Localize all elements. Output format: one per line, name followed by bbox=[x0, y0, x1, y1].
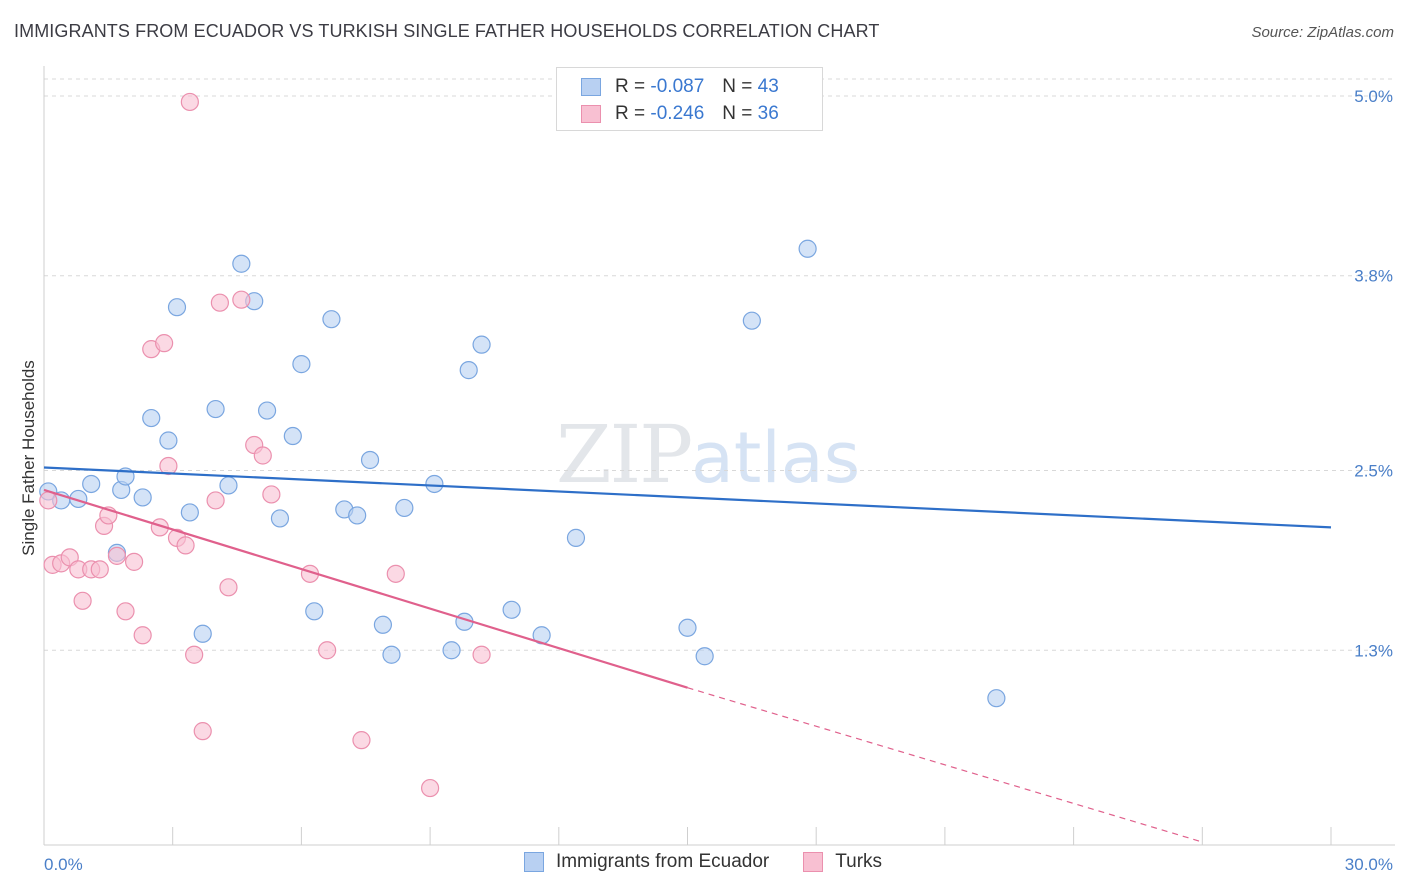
turks-point bbox=[232, 290, 251, 309]
turks-point bbox=[116, 602, 135, 621]
ecuador-point bbox=[305, 602, 324, 621]
ecuador-point bbox=[987, 689, 1006, 708]
y-axis-label: Single Father Households bbox=[19, 360, 38, 556]
legend-swatch-ecuador bbox=[581, 78, 601, 96]
ecuador-point bbox=[472, 335, 491, 354]
turks-point bbox=[124, 552, 144, 571]
y-tick-label: 2.5% bbox=[1354, 461, 1393, 480]
turks-point bbox=[472, 645, 491, 664]
series-legend-ecuador: Immigrants from Ecuador bbox=[523, 851, 770, 873]
ecuador-point bbox=[133, 488, 152, 507]
ecuador-point bbox=[232, 254, 251, 273]
ecuador-point bbox=[82, 474, 101, 494]
turks-point bbox=[73, 591, 92, 610]
data-points bbox=[39, 92, 1006, 798]
ecuador-point bbox=[678, 618, 697, 637]
ecuador-point bbox=[442, 641, 461, 660]
series-swatch-ecuador bbox=[523, 852, 544, 872]
turks-point bbox=[185, 645, 204, 664]
x-tick-label: 30.0% bbox=[1345, 855, 1393, 874]
ecuador-point bbox=[742, 311, 761, 330]
turks-point bbox=[253, 446, 272, 465]
tick-labels: 1.3% 2.5% 3.8% 5.0% 0.0% 30.0% bbox=[44, 87, 1393, 874]
turks-point bbox=[176, 536, 195, 555]
turks-point bbox=[352, 731, 371, 750]
turks-point bbox=[39, 491, 58, 510]
legend-r-label: R = bbox=[615, 76, 646, 97]
turks-point bbox=[219, 578, 238, 597]
turks-point bbox=[107, 546, 127, 565]
grid-lines bbox=[44, 78, 1395, 651]
legend-r-value: -0.246 bbox=[650, 103, 705, 124]
series-name-turks: Turks bbox=[835, 851, 883, 872]
y-tick-label: 3.8% bbox=[1354, 267, 1393, 286]
ecuador-point bbox=[270, 509, 290, 528]
ecuador-point bbox=[167, 298, 187, 317]
legend-n-label: N = bbox=[722, 76, 753, 97]
stats-legend: R = -0.087 N = 43 R = -0.246 N = 36 bbox=[556, 67, 823, 131]
ecuador-trend-line bbox=[43, 466, 1332, 529]
turks-point bbox=[159, 456, 178, 476]
ecuador-point bbox=[798, 239, 817, 258]
axes bbox=[43, 66, 1395, 846]
ecuador-point bbox=[159, 431, 178, 450]
turks-point bbox=[133, 626, 152, 645]
watermark: ZIPatlas bbox=[556, 408, 860, 501]
legend-r-value: -0.087 bbox=[650, 76, 705, 97]
ecuador-point bbox=[283, 426, 302, 446]
legend-row-ecuador: R = -0.087 N = 43 bbox=[581, 74, 779, 100]
chart-source: Source: ZipAtlas.com bbox=[1251, 24, 1394, 41]
ecuador-point bbox=[360, 450, 380, 470]
ecuador-point bbox=[459, 361, 478, 380]
ecuador-point bbox=[257, 401, 277, 420]
ecuador-point bbox=[348, 506, 367, 525]
ecuador-point bbox=[322, 310, 341, 329]
ecuador-point bbox=[292, 355, 311, 374]
legend-n-value: 36 bbox=[757, 103, 779, 124]
ecuador-point bbox=[219, 476, 238, 495]
turks-point bbox=[318, 641, 337, 660]
watermark-atlas: atlas bbox=[691, 417, 861, 499]
turks-point bbox=[180, 92, 199, 112]
ecuador-point bbox=[382, 645, 401, 664]
trend-lines bbox=[43, 466, 1332, 843]
ecuador-point bbox=[395, 498, 414, 518]
chart-title: IMMIGRANTS FROM ECUADOR VS TURKISH SINGL… bbox=[14, 21, 880, 41]
ecuador-point bbox=[373, 615, 393, 634]
ecuador-point bbox=[206, 399, 225, 419]
turks-point bbox=[386, 564, 405, 583]
turks-point bbox=[206, 491, 225, 510]
ecuador-point bbox=[425, 474, 444, 494]
legend-row-turks: R = -0.246 N = 36 bbox=[581, 101, 779, 127]
ecuador-point bbox=[566, 528, 586, 547]
legend-swatch-turks bbox=[581, 105, 601, 123]
series-name-ecuador: Immigrants from Ecuador bbox=[555, 851, 770, 872]
watermark-zip: ZIP bbox=[556, 408, 693, 501]
turks-point bbox=[155, 334, 174, 353]
ecuador-point bbox=[502, 600, 521, 619]
turks-trend-line bbox=[43, 488, 688, 689]
legend-n-label: N = bbox=[722, 103, 753, 124]
ecuador-point bbox=[180, 503, 199, 522]
x-tick-label: 0.0% bbox=[44, 855, 83, 874]
turks-point bbox=[421, 778, 440, 798]
series-swatch-turks bbox=[803, 852, 824, 872]
legend-n-value: 43 bbox=[757, 76, 779, 97]
turks-point bbox=[193, 722, 212, 741]
y-tick-label: 1.3% bbox=[1354, 641, 1393, 660]
series-legend: Immigrants from Ecuador Turks bbox=[0, 851, 1406, 873]
ecuador-point bbox=[142, 408, 161, 428]
turks-trend-extension bbox=[687, 687, 1203, 843]
turks-point bbox=[262, 485, 281, 504]
ecuador-point bbox=[695, 647, 714, 666]
legend-r-label: R = bbox=[615, 103, 646, 124]
turks-point bbox=[90, 560, 109, 579]
series-legend-turks: Turks bbox=[803, 851, 882, 873]
ecuador-point bbox=[193, 624, 212, 643]
turks-point bbox=[210, 293, 229, 312]
y-tick-label: 5.0% bbox=[1354, 87, 1393, 106]
